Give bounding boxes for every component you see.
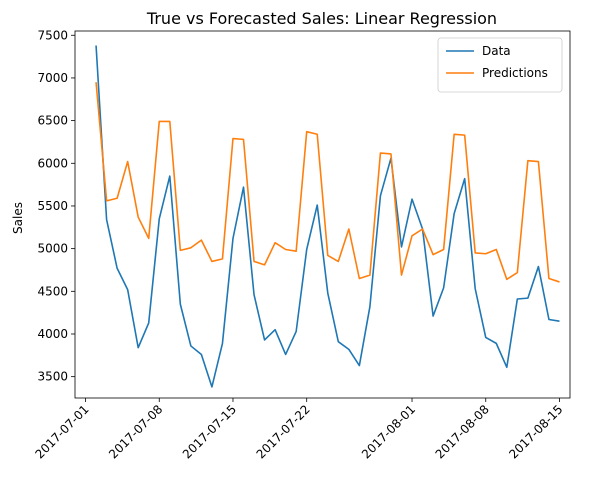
series-line-predictions: [95, 82, 560, 283]
y-tick-label: 6000: [37, 156, 68, 170]
x-tick-label: 2017-07-22: [254, 402, 313, 461]
series-line-data: [95, 45, 560, 388]
y-tick-label: 5500: [37, 199, 68, 213]
legend: Data Predictions: [437, 37, 563, 93]
y-axis: 3500 4000 4500 5000 5500 6000 6500 7000 7500: [37, 28, 75, 384]
y-tick-label: 3500: [37, 370, 68, 384]
y-axis-label: Sales: [11, 202, 25, 234]
series-layer: [95, 45, 560, 388]
y-tick-label: 4000: [37, 327, 68, 341]
x-axis: 2017-07-01 2017-07-08 2017-07-15 2017-07-22…: [32, 398, 566, 461]
x-tick-label: 2017-08-01: [359, 402, 418, 461]
y-tick-label: 7500: [37, 28, 68, 42]
plot-frame: [74, 30, 571, 399]
x-tick-label: 2017-08-15: [506, 402, 565, 461]
x-tick-label: 2017-07-15: [180, 402, 239, 461]
plot-area: [74, 30, 571, 399]
y-tick-label: 7000: [37, 71, 68, 85]
y-tick-label: 5000: [37, 242, 68, 256]
x-tick-label: 2017-07-01: [32, 402, 91, 461]
y-tick-label: 6500: [37, 114, 68, 128]
x-tick-label: 2017-08-08: [433, 402, 492, 461]
y-tick-label: 4500: [37, 284, 68, 298]
chart-title: True vs Forecasted Sales: Linear Regress…: [146, 9, 497, 28]
x-tick-label: 2017-07-08: [106, 402, 165, 461]
legend-label-data: Data: [482, 44, 511, 58]
legend-label-predictions: Predictions: [482, 66, 548, 80]
